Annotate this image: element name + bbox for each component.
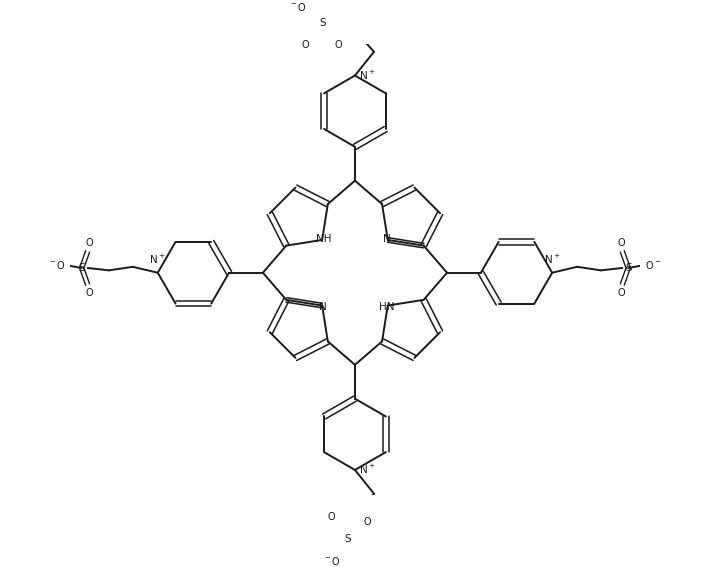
Text: $^-$O: $^-$O	[323, 556, 341, 567]
Text: N$^+$: N$^+$	[359, 69, 375, 82]
Text: S: S	[79, 263, 85, 273]
Text: O: O	[618, 238, 625, 248]
Text: O: O	[85, 238, 93, 248]
Text: $^-$O: $^-$O	[48, 259, 66, 271]
Text: O: O	[363, 517, 371, 527]
Text: $^-$O: $^-$O	[289, 1, 307, 12]
Text: S: S	[345, 534, 351, 544]
Text: NH: NH	[316, 234, 331, 244]
Text: S: S	[625, 263, 632, 273]
Text: N: N	[383, 234, 391, 244]
Text: O: O	[335, 40, 342, 50]
Text: O: O	[328, 513, 335, 522]
Text: N$^+$: N$^+$	[544, 253, 561, 266]
Text: S: S	[320, 18, 326, 28]
Text: O: O	[618, 288, 625, 298]
Text: N$^+$: N$^+$	[150, 253, 166, 266]
Text: O: O	[85, 288, 93, 298]
Text: O: O	[301, 40, 309, 50]
Text: N$^+$: N$^+$	[359, 463, 375, 476]
Text: HN: HN	[379, 302, 394, 312]
Text: O$^-$: O$^-$	[645, 259, 661, 271]
Text: N: N	[320, 302, 328, 312]
